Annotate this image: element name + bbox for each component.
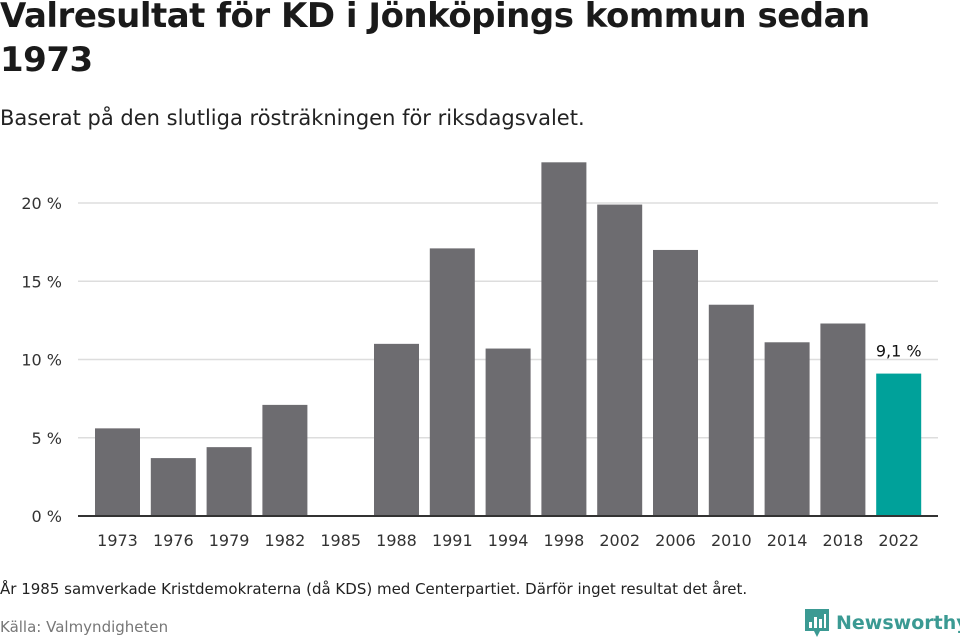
bar-1982 <box>262 404 308 516</box>
y-tick-label: 0 % <box>32 507 62 526</box>
bar-2002 <box>597 204 643 516</box>
bar-1998 <box>541 162 587 516</box>
bar-1976 <box>150 458 196 516</box>
x-tick-label: 1979 <box>209 531 250 550</box>
bar-1991 <box>429 248 475 516</box>
x-tick-label: 2022 <box>878 531 919 550</box>
bar-2006 <box>653 249 698 516</box>
x-tick-label: 1991 <box>432 531 473 550</box>
x-tick-label: 1998 <box>544 531 585 550</box>
y-tick-label: 20 % <box>21 194 62 213</box>
bar-1994 <box>485 348 531 516</box>
x-tick-label: 2002 <box>599 531 640 550</box>
bar-chart: 0 % 5 % 10 % 15 % 20 % 1973 1976 1979 1982 1985 19… <box>21 162 938 550</box>
chart-note: År 1985 samverkade Kristdemokraterna (då… <box>0 580 748 598</box>
x-tick-label: 1976 <box>153 531 194 550</box>
newsworthy-logo-icon <box>805 609 829 637</box>
y-tick-label: 5 % <box>32 429 62 448</box>
brand-name: Newsworthy <box>836 612 960 634</box>
bar-2014 <box>764 342 810 516</box>
chart-source: Källa: Valmyndigheten <box>0 618 169 636</box>
x-tick-label: 1973 <box>97 531 138 550</box>
bar-1973 <box>95 428 140 516</box>
brand-logo: Newsworthy <box>804 608 960 638</box>
x-tick-label: 1994 <box>488 531 529 550</box>
chart-subtitle: Baserat på den slutliga rösträkningen fö… <box>0 106 585 130</box>
bar-1988 <box>374 343 419 516</box>
bar-2022 <box>876 373 922 516</box>
x-tick-label: 2010 <box>711 531 752 550</box>
x-tick-label: 1988 <box>376 531 417 550</box>
y-tick-label: 10 % <box>21 351 62 370</box>
x-tick-label: 2006 <box>655 531 696 550</box>
x-tick-label: 2018 <box>823 531 864 550</box>
bar-1979 <box>206 447 252 516</box>
y-tick-label: 15 % <box>21 272 62 291</box>
chart-title: Valresultat för KD i Jönköpings kommun s… <box>0 0 870 80</box>
x-tick-label: 1982 <box>265 531 306 550</box>
x-tick-label: 2014 <box>767 531 808 550</box>
bar-2010 <box>708 304 754 516</box>
bar-2018 <box>820 323 866 516</box>
x-tick-label: 1985 <box>320 531 361 550</box>
data-label: 9,1 % <box>876 342 922 361</box>
